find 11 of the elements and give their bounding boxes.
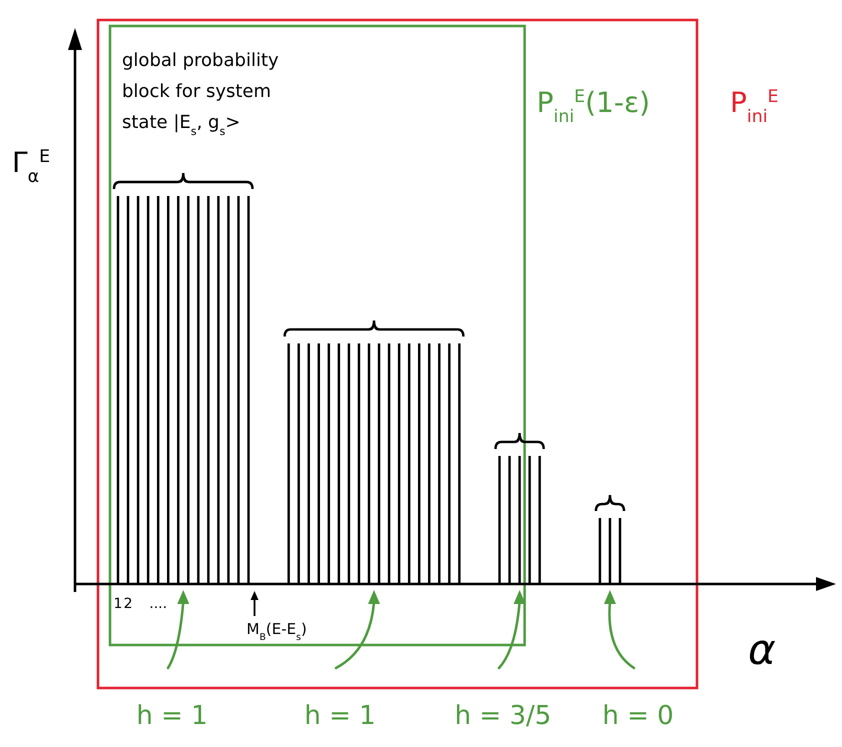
text: h = 3/5 (454, 701, 552, 731)
text: P$_{ini}$$^{E}$(1-ε) (536, 86, 650, 127)
text: h = 1 (304, 701, 376, 731)
x-tick-label: 1 (114, 596, 122, 612)
text: global probability block for system state |E$_{s}$, g$_{s}$> (122, 50, 280, 138)
x-tick-label: .... (149, 596, 168, 612)
x-axis-title: α (748, 625, 776, 674)
x-tick-label: 2 (124, 596, 132, 612)
text: h = 0 (602, 701, 674, 731)
text: h = 1 (136, 701, 208, 731)
text: M$_{B}$(E-E$_{s}$) (246, 620, 307, 642)
